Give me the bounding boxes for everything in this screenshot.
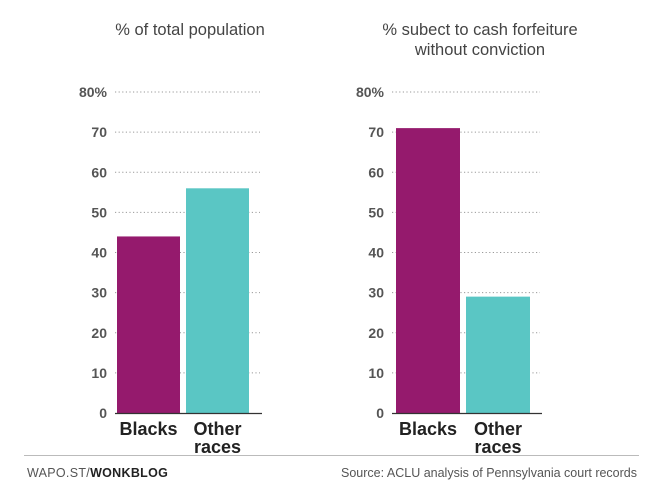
right-y-tick-label: 20 [368,325,384,341]
left-y-tick-label: 80% [79,84,108,100]
right-y-tick-label: 50 [368,204,384,220]
brand-name: WONKBLOG [90,466,169,480]
footer-brand[interactable]: WAPO.ST/WONKBLOG [27,466,168,480]
left-bar-0 [117,236,180,413]
left-y-tick-label: 70 [91,124,107,140]
right-category-label: Other [474,419,522,439]
right-y-tick-label: 80% [356,84,385,100]
left-y-tick-label: 20 [91,325,107,341]
brand-prefix: WAPO.ST/ [27,466,91,480]
left-y-tick-label: 0 [99,405,107,421]
left-y-tick-label: 30 [91,285,107,301]
source-note: Source: ACLU analysis of Pennsylvania co… [341,466,637,480]
left-category-label: Other [193,419,241,439]
right-y-tick-label: 30 [368,285,384,301]
right-y-tick-label: 40 [368,245,384,261]
left-category-label: Blacks [119,419,177,439]
right-y-tick-label: 0 [376,405,384,421]
left-y-tick-label: 60 [91,164,107,180]
left-category-label: races [194,437,241,457]
left-chart-title: % of total population [115,21,265,39]
right-bar-0 [396,128,460,414]
left-y-tick-label: 40 [91,245,107,261]
right-y-tick-label: 70 [368,124,384,140]
right-y-tick-label: 10 [368,365,384,381]
right-chart-title: % subect to cash forfeiture without conv… [330,20,630,60]
left-y-tick-label: 50 [91,204,107,220]
right-bar-1 [466,296,530,413]
right-category-label: races [474,437,521,457]
right-chart-title-line-2: without conviction [414,41,546,59]
right-y-tick-label: 60 [368,164,384,180]
right-chart-title-line-1: % subect to cash forfeiture [382,21,578,39]
footer-divider [24,455,639,456]
left-y-tick-label: 10 [91,365,107,381]
left-bar-1 [186,188,249,413]
right-category-label: Blacks [399,419,457,439]
